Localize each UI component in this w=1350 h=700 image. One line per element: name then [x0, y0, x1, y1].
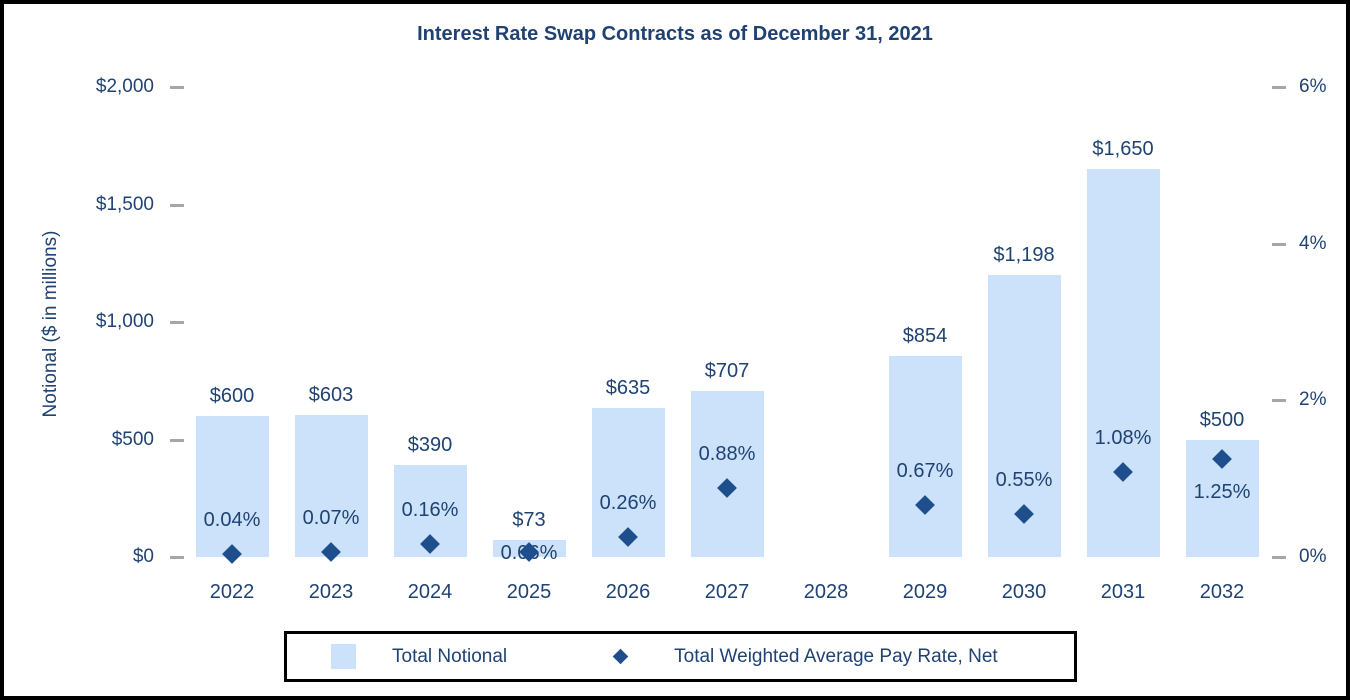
notional-value-label: $73 [512, 508, 546, 531]
notional-value-label: $707 [704, 359, 750, 382]
notional-value-label: $635 [605, 376, 651, 399]
notional-value-label: $500 [1199, 408, 1245, 431]
pay-rate-value-label: 0.67% [896, 459, 954, 482]
left-axis-tick-label: $0 [132, 546, 154, 567]
right-axis-tick-label: 0% [1299, 546, 1327, 567]
notional-value-label: $600 [209, 385, 255, 407]
legend-box: Total Notional Total Weighted Average Pay… [284, 631, 1077, 682]
x-axis-category-label: 2022 [209, 581, 255, 603]
notional-bar [690, 390, 764, 557]
notional-bar [1086, 169, 1160, 557]
pay-rate-value-label: 0.07% [302, 506, 360, 529]
x-axis-category-label: 2032 [1199, 581, 1245, 603]
left-axis-tick-label: $500 [111, 428, 154, 450]
left-axis-tick [170, 321, 184, 324]
legend-item: Total Notional [331, 644, 507, 669]
pay-rate-value-label: 0.04% [203, 508, 261, 531]
pay-rate-value-label: 0.26% [599, 491, 657, 514]
right-axis-tick [1272, 242, 1286, 246]
x-axis-category-label: 2028 [803, 581, 849, 603]
notional-value-label: $390 [407, 434, 453, 457]
right-axis-tick [1272, 86, 1286, 89]
x-axis-category-label: 2031 [1100, 581, 1146, 603]
right-axis-tick-label: 6% [1299, 76, 1327, 97]
legend-item: Total Weighted Average Pay Rate, Net [507, 646, 998, 668]
legend-label: Total Notional [392, 645, 508, 667]
x-axis-category-label: 2029 [902, 581, 948, 603]
left-axis-tick [170, 438, 184, 442]
notional-value-label: $1,198 [993, 244, 1055, 267]
x-axis-category-label: 2025 [506, 581, 552, 603]
notional-value-label: $603 [308, 384, 354, 407]
legend-square-icon [331, 644, 356, 669]
right-axis-tick-label: 4% [1299, 232, 1327, 254]
right-axis-tick-label: 2% [1299, 389, 1327, 411]
right-axis-tick [1272, 399, 1286, 403]
left-axis-tick-label: $1,000 [95, 311, 154, 332]
legend-label: Total Weighted Average Pay Rate, Net [674, 645, 998, 667]
left-axis-tick [170, 203, 184, 207]
x-axis-category-label: 2024 [407, 581, 453, 603]
left-axis-tick-label: $2,000 [95, 76, 154, 97]
left-axis-tick [170, 86, 184, 89]
pay-rate-value-label: 0.88% [698, 443, 756, 466]
pay-rate-value-label: 1.08% [1094, 427, 1152, 450]
chart-title: Interest Rate Swap Contracts as of Decem… [417, 23, 933, 45]
pay-rate-value-label: 0.55% [995, 468, 1053, 491]
notional-value-label: $854 [902, 325, 948, 348]
left-axis-tick-label: $1,500 [95, 193, 154, 215]
notional-value-label: $1,650 [1092, 138, 1154, 161]
left-axis-tick [170, 556, 184, 559]
pay-rate-value-label: 1.25% [1193, 481, 1251, 504]
pay-rate-value-label: 0.16% [401, 499, 459, 522]
x-axis-category-label: 2023 [308, 581, 354, 603]
notional-bar [888, 356, 962, 557]
notional-bar [195, 416, 269, 557]
legend-diamond-icon [612, 648, 629, 665]
x-axis-category-label: 2030 [1001, 581, 1047, 603]
right-axis-tick [1272, 556, 1286, 559]
notional-bar [294, 415, 368, 557]
x-axis-category-label: 2026 [605, 581, 651, 603]
x-axis-category-label: 2027 [704, 581, 750, 603]
